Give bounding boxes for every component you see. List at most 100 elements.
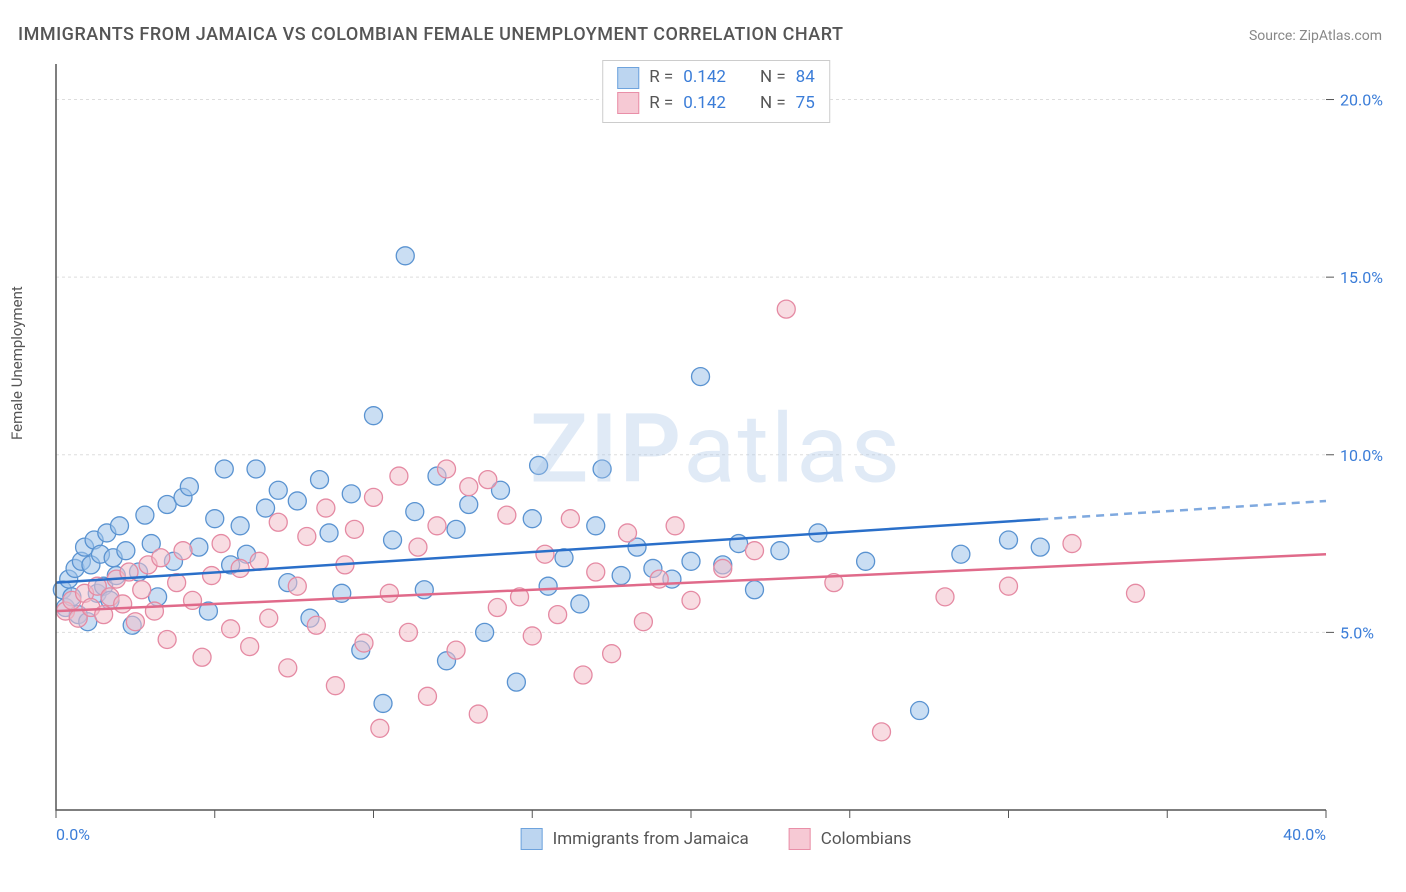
scatter-point (488, 599, 506, 617)
scatter-point (771, 542, 789, 560)
scatter-point (746, 542, 764, 560)
scatter-point (288, 492, 306, 510)
scatter-point (666, 517, 684, 535)
legend-swatch (789, 828, 811, 850)
scatter-point (269, 481, 287, 499)
scatter-point (479, 471, 497, 489)
scatter-point (418, 687, 436, 705)
legend-n-label: N = (760, 91, 786, 117)
scatter-point (409, 538, 427, 556)
scatter-point (126, 613, 144, 631)
scatter-point (873, 723, 891, 741)
scatter-point (215, 460, 233, 478)
scatter-point (952, 545, 970, 563)
scatter-point (374, 694, 392, 712)
scatter-point (447, 641, 465, 659)
source-label: Source: (1249, 28, 1296, 44)
scatter-point (692, 368, 710, 386)
legend-n-value: 75 (796, 91, 815, 117)
scatter-point (133, 581, 151, 599)
y-tick-label: 5.0% (1340, 623, 1374, 642)
scatter-point (571, 595, 589, 613)
scatter-point (476, 623, 494, 641)
scatter-point (447, 520, 465, 538)
scatter-point (260, 609, 278, 627)
scatter-point (231, 559, 249, 577)
scatter-point (507, 673, 525, 691)
scatter-point (530, 456, 548, 474)
scatter-point (406, 503, 424, 521)
scatter-point (307, 616, 325, 634)
legend-r-label: R = (649, 91, 673, 117)
scatter-point (145, 602, 163, 620)
scatter-point (428, 517, 446, 535)
scatter-point (384, 531, 402, 549)
scatter-point (561, 510, 579, 528)
scatter-point (587, 517, 605, 535)
scatter-point (682, 591, 700, 609)
scatter-point (634, 613, 652, 631)
scatter-point (231, 517, 249, 535)
scatter-point (549, 606, 567, 624)
chart-title: IMMIGRANTS FROM JAMAICA VS COLOMBIAN FEM… (18, 24, 843, 45)
scatter-point (269, 513, 287, 531)
scatter-point (619, 524, 637, 542)
scatter-point (714, 559, 732, 577)
scatter-point (911, 702, 929, 720)
scatter-point (593, 460, 611, 478)
scatter-point (460, 495, 478, 513)
scatter-point (936, 588, 954, 606)
scatter-point (399, 623, 417, 641)
scatter-point (438, 460, 456, 478)
legend-r-value: 0.142 (683, 65, 726, 91)
legend-n-value: 84 (796, 65, 815, 91)
scatter-point (460, 478, 478, 496)
scatter-point (536, 545, 554, 563)
source-attribution: Source: ZipAtlas.com (1249, 28, 1382, 44)
scatter-point (250, 552, 268, 570)
x-tick-label: 40.0% (1283, 825, 1326, 844)
scatter-point (317, 499, 335, 517)
legend-series-item: Colombians (789, 828, 912, 850)
scatter-point (158, 630, 176, 648)
scatter-point (380, 584, 398, 602)
legend-n-label: N = (760, 65, 786, 91)
y-tick-label: 10.0% (1340, 446, 1383, 465)
scatter-point (390, 467, 408, 485)
scatter-point (1000, 577, 1018, 595)
scatter-point (371, 719, 389, 737)
scatter-point (603, 645, 621, 663)
scatter-point (241, 638, 259, 656)
scatter-point (1031, 538, 1049, 556)
scatter-point (469, 705, 487, 723)
scatter-point (539, 577, 557, 595)
legend-correlation: R =0.142N =84R =0.142N =75 (602, 60, 830, 123)
scatter-point (288, 577, 306, 595)
scatter-point (1063, 535, 1081, 553)
scatter-point (574, 666, 592, 684)
scatter-chart-svg: 0.0%40.0%5.0%10.0%15.0%20.0% (48, 60, 1384, 850)
scatter-point (612, 567, 630, 585)
scatter-point (111, 517, 129, 535)
scatter-point (587, 563, 605, 581)
source-link[interactable]: ZipAtlas.com (1299, 28, 1382, 44)
scatter-point (355, 634, 373, 652)
scatter-point (365, 407, 383, 425)
scatter-point (298, 527, 316, 545)
scatter-point (345, 520, 363, 538)
scatter-point (279, 659, 297, 677)
scatter-point (184, 591, 202, 609)
legend-r-label: R = (649, 65, 673, 91)
scatter-point (190, 538, 208, 556)
scatter-point (326, 677, 344, 695)
legend-swatch (617, 92, 639, 114)
regression-line-extrapolated (1040, 501, 1326, 519)
scatter-point (152, 549, 170, 567)
scatter-point (203, 567, 221, 585)
scatter-point (136, 506, 154, 524)
scatter-point (114, 595, 132, 613)
scatter-point (180, 478, 198, 496)
scatter-point (212, 535, 230, 553)
legend-series-label: Colombians (821, 829, 912, 849)
legend-series: Immigrants from JamaicaColombians (521, 828, 912, 850)
